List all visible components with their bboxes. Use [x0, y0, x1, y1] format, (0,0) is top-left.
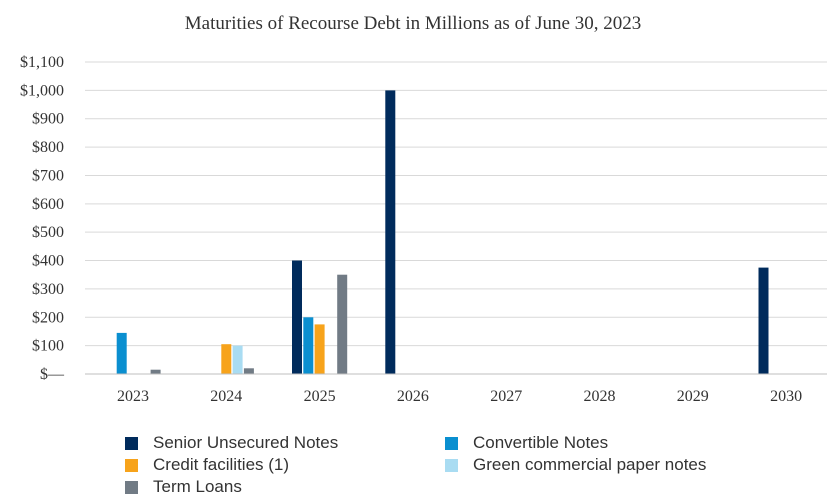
bar-convertible-notes-2025	[303, 317, 314, 374]
x-tick-label: 2024	[210, 388, 242, 405]
legend-label: Term Loans	[153, 477, 242, 496]
legend-item-green-commercial-paper-notes: Green commercial paper notes	[445, 454, 706, 476]
y-tick-label: $1,000	[20, 82, 64, 99]
legend: Senior Unsecured Notes Convertible Notes…	[125, 432, 785, 496]
legend-label: Convertible Notes	[473, 433, 609, 452]
y-tick-label: $400	[32, 253, 64, 270]
y-axis-ticks: $— $100 $200 $300 $400 $500 $600 $700 $800 $900 $1…	[20, 54, 65, 383]
y-tick-label: $900	[32, 111, 64, 128]
chart: Maturities of Recourse Debt in Millions …	[20, 13, 827, 405]
bar-credit-facilities-1-2025	[314, 324, 325, 374]
bars	[116, 90, 769, 375]
bar-term-loans-2025	[337, 274, 348, 374]
legend-swatch-green-commercial-paper-notes	[445, 458, 458, 472]
bar-senior-unsecured-notes-2026	[385, 90, 396, 375]
x-tick-label: 2023	[117, 388, 149, 405]
x-tick-label: 2027	[490, 388, 522, 405]
legend-item-term-loans: Term Loans	[125, 476, 242, 498]
legend-item-credit-facilities: Credit facilities (1)	[125, 454, 289, 476]
legend-item-convertible-notes: Convertible Notes	[445, 432, 608, 454]
bar-term-loans-2024	[243, 368, 254, 374]
y-tick-label: $100	[32, 338, 64, 355]
bar-credit-facilities-1-2024	[221, 344, 232, 374]
legend-label: Credit facilities (1)	[153, 455, 290, 474]
y-tick-label: $1,100	[20, 54, 64, 71]
legend-item-senior-unsecured-notes: Senior Unsecured Notes	[125, 432, 338, 454]
legend-label: Senior Unsecured Notes	[153, 433, 339, 452]
x-tick-label: 2029	[677, 388, 709, 405]
x-tick-label: 2026	[397, 388, 429, 405]
y-tick-label: $800	[32, 139, 64, 156]
bar-senior-unsecured-notes-2025	[292, 260, 302, 374]
bar-convertible-notes-2023	[116, 332, 127, 374]
bar-senior-unsecured-notes-2030	[758, 267, 769, 374]
x-tick-label: 2025	[304, 388, 336, 405]
y-tick-label: $500	[32, 224, 64, 241]
legend-label: Green commercial paper notes	[473, 455, 707, 474]
x-tick-label: 2028	[584, 388, 616, 405]
legend-swatch-convertible-notes	[445, 436, 458, 450]
y-tick-label: $600	[32, 196, 64, 213]
bar-green-commercial-paper-notes-2024	[232, 345, 243, 374]
y-tick-label: $—	[40, 366, 65, 383]
y-tick-label: $200	[32, 309, 64, 326]
x-axis-ticks: 2023 2024 2025 2026 2027 2028 2029 2030	[117, 388, 802, 405]
gridlines	[85, 61, 827, 347]
y-tick-label: $700	[32, 167, 64, 184]
x-tick-label: 2030	[770, 388, 802, 405]
bar-term-loans-2023	[150, 369, 161, 374]
legend-swatch-credit-facilities	[125, 458, 138, 472]
legend-swatch-term-loans	[125, 480, 138, 494]
y-tick-label: $300	[32, 281, 64, 298]
legend-swatch-senior-unsecured-notes	[125, 436, 138, 450]
chart-title: Maturities of Recourse Debt in Millions …	[185, 13, 641, 34]
